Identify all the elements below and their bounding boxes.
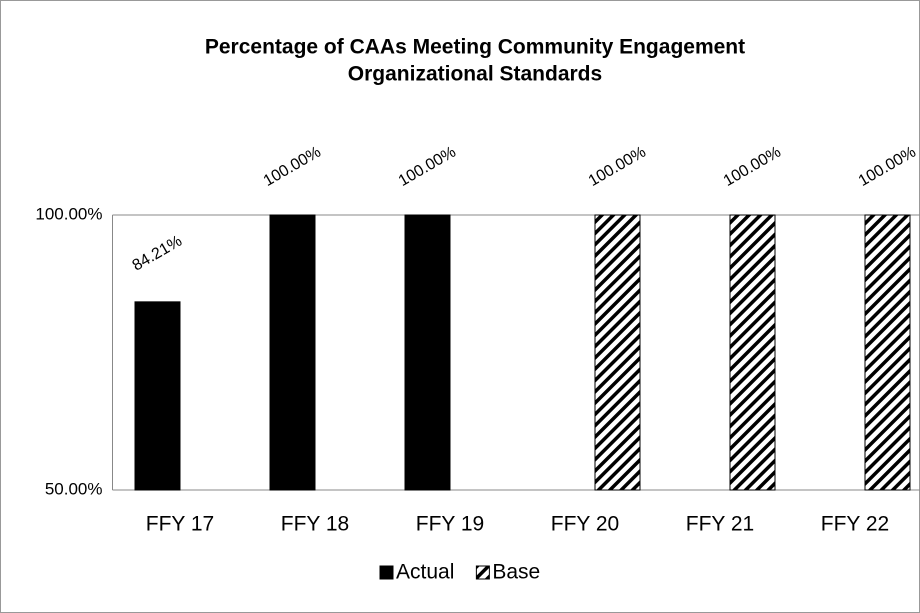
bar: [729, 214, 776, 491]
x-tick-label: FFY 22: [821, 513, 889, 536]
x-tick-label: FFY 19: [416, 513, 484, 536]
chart-title: Percentage of CAAs Meeting Community Eng…: [205, 36, 745, 59]
y-tick-label: 50.00%: [45, 479, 103, 498]
y-tick-label: 100.00%: [35, 204, 102, 223]
legend-swatch: [475, 565, 490, 580]
x-tick-label: FFY 17: [146, 513, 214, 536]
bar: [404, 214, 451, 491]
x-tick-label: FFY 18: [281, 513, 349, 536]
legend-label: Actual: [396, 561, 454, 584]
chart-title: Organizational Standards: [348, 63, 602, 86]
bar: [594, 214, 641, 491]
bar: [269, 214, 316, 491]
legend-label: Base: [492, 561, 540, 584]
bar: [864, 214, 911, 491]
x-tick-label: FFY 21: [686, 513, 754, 536]
x-tick-label: FFY 20: [551, 513, 619, 536]
legend-swatch: [379, 565, 394, 580]
bar: [134, 301, 181, 491]
